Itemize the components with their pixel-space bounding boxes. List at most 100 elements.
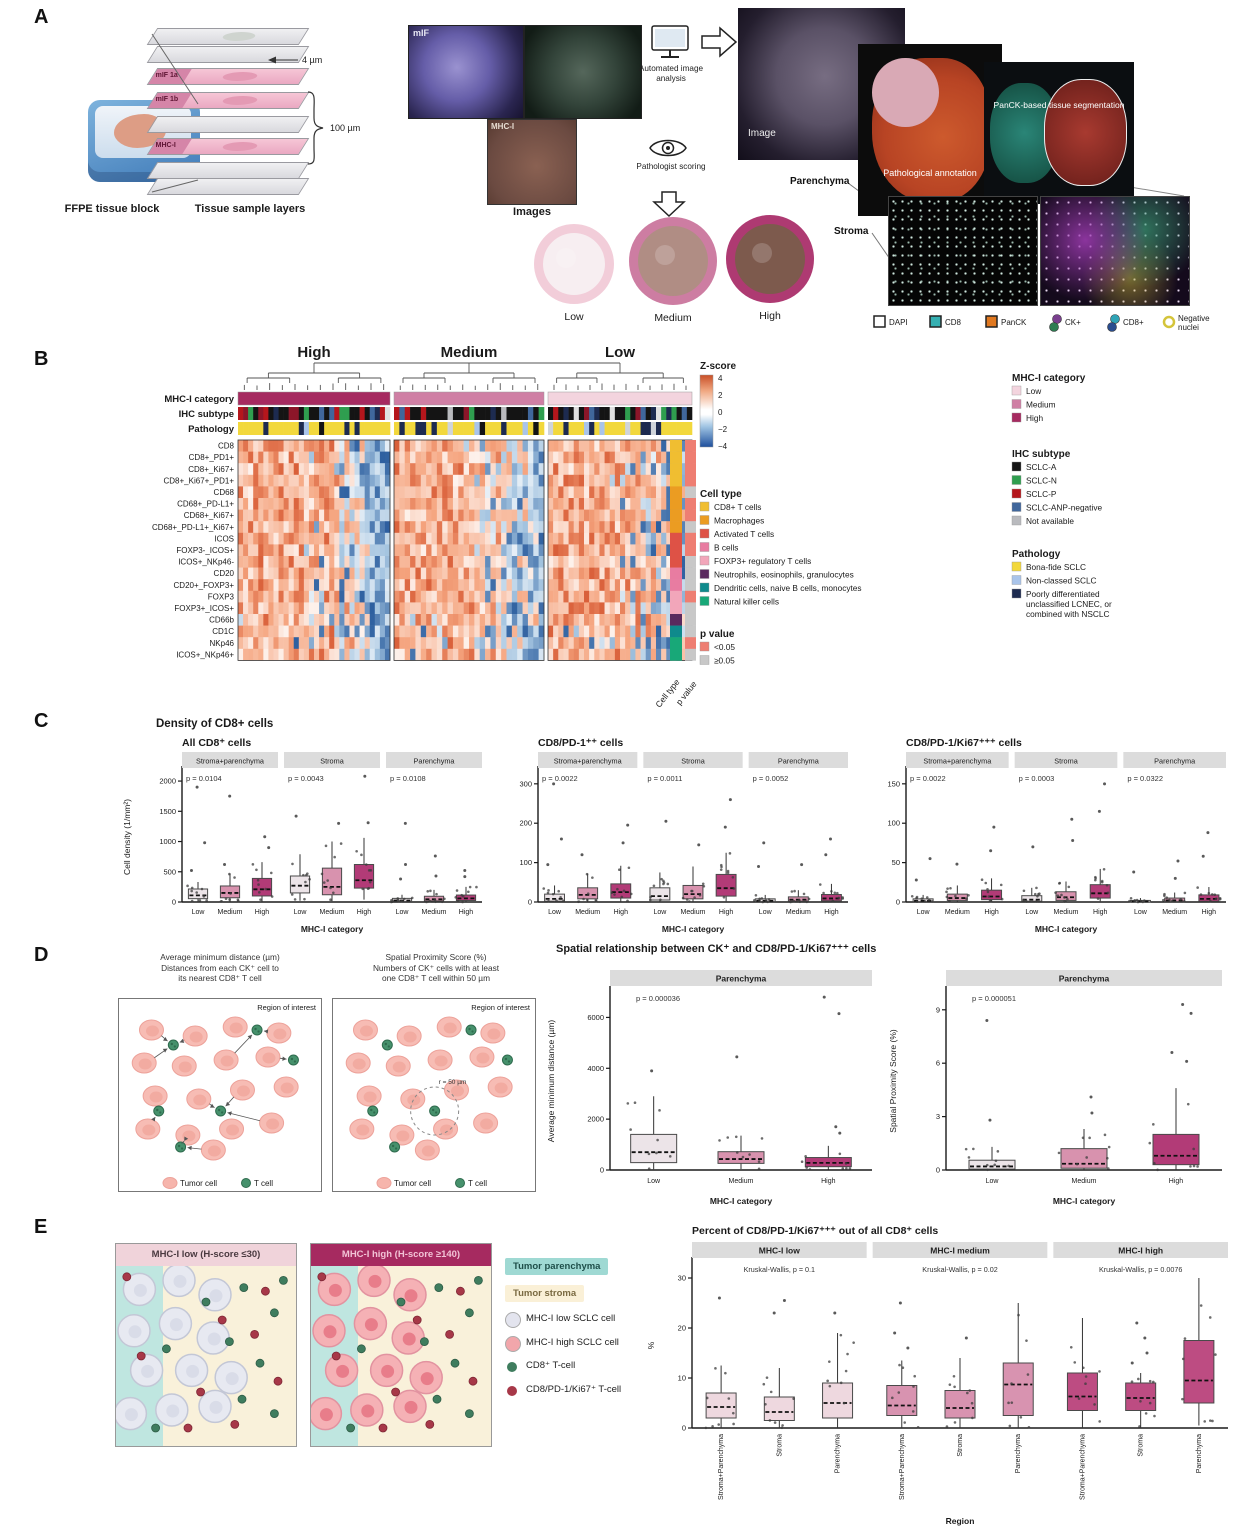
panel-b-svg: High Medium Low MHC-I category IHC subtype Pa…: [152, 344, 1112, 709]
x-tick-label: Parenchyma: [835, 1434, 842, 1473]
legend-item-label: Dendritic cells, naive B cells, monocyte…: [714, 583, 862, 593]
heatmap-row-label: CD8+_Ki67+_PD1+: [164, 476, 235, 485]
outlier-point: [403, 821, 407, 825]
legend-title: Cell type: [700, 489, 742, 500]
outlier-point: [228, 794, 232, 798]
cd8-pd1-ki67-dot: [250, 1330, 260, 1339]
outlier-point: [664, 819, 668, 823]
legend-swatch: [1011, 575, 1022, 585]
heatmap-row-label: CD20+_FOXP3+: [174, 581, 235, 590]
if-legend-label: Negative: [1178, 314, 1210, 323]
facet-header: [906, 752, 1009, 768]
cd8-pd1-ki67-dot: [445, 1330, 455, 1339]
outlier-point: [1143, 1336, 1147, 1340]
legend-swatch: [699, 501, 710, 512]
x-tick-label: Medium: [218, 909, 243, 916]
x-tick-label: Medium: [1072, 1178, 1097, 1185]
cd8-pd1-ki67-dot: [391, 1387, 400, 1397]
outlier-point: [1103, 782, 1107, 786]
sclc-nucleus: [166, 1404, 180, 1418]
diagram-caption: Spatial Proximity Score (%) Numbers of CK…: [312, 952, 560, 984]
facet-header: [182, 752, 278, 768]
tissue-image-label: Image: [748, 128, 776, 139]
score-label: Medium: [654, 312, 692, 324]
zscore-tick: 0: [718, 408, 723, 417]
t-cell: [367, 1105, 379, 1117]
box: [251, 877, 273, 897]
outlier-point: [1201, 854, 1205, 858]
cluster-group-label: High: [297, 344, 330, 361]
images-caption: Images: [513, 206, 551, 218]
y-tick-label: 0: [528, 898, 532, 907]
legend-cell-icon: [1107, 322, 1117, 332]
caption-line: one CD8⁺ T cell within 50 µm: [381, 973, 490, 983]
x-tick-label: Low: [986, 1178, 1000, 1185]
y-tick-label: 0: [936, 1166, 940, 1175]
legend-item-label: SCLC-P: [1026, 489, 1057, 499]
sclc-nucleus: [173, 1274, 187, 1288]
p-value: Kruskal-Wallis, p = 0.1: [744, 1265, 815, 1274]
inset-original: [888, 196, 1038, 306]
facet-label: Parenchyma: [778, 757, 820, 766]
heatmap-row-label: CD68+_PD-L1+_Ki67+: [152, 523, 234, 532]
legend-item-label: Tumor cell: [180, 1179, 217, 1188]
caption-line: Distances from each CK⁺ cell to: [161, 962, 279, 973]
box: [981, 889, 1003, 901]
outlier-point: [1090, 1111, 1094, 1115]
legend-swatch: [1011, 385, 1022, 396]
sclc-nucleus: [368, 1274, 382, 1288]
x-tick-label: Stroma: [1138, 1434, 1145, 1457]
legend-item-label: Poorly differentiated: [1026, 589, 1100, 599]
x-axis-label: MHC-I category: [710, 1196, 773, 1206]
cd8-pd1-ki67-dot: [331, 1351, 341, 1361]
box: [1125, 1382, 1157, 1411]
y-tick-label: 300: [519, 779, 532, 788]
box: [353, 864, 375, 889]
distance-arrow: [181, 1140, 185, 1144]
y-tick-label: 50: [892, 858, 900, 867]
sclc-nucleus: [364, 1318, 378, 1332]
legend-item-label: T cell: [254, 1179, 273, 1188]
zscore-tick: 4: [718, 374, 723, 383]
legend-swatch: [699, 655, 710, 665]
distance-arrow: [227, 1112, 261, 1122]
legend-item-label: CD8⁺ T-cell: [526, 1360, 576, 1371]
legend-swatch: [1011, 399, 1022, 409]
outlier-point: [1170, 1051, 1174, 1055]
celltype-pvalue-strips: [670, 440, 696, 661]
outlier-point: [717, 1296, 721, 1300]
p-value: p = 0.0022: [542, 774, 578, 783]
x-tick-label: Stroma+Parenchyma: [1079, 1434, 1086, 1500]
legend-swatch: [1011, 588, 1022, 599]
legend-item-label: High: [1026, 413, 1043, 423]
distance-diagram: Region of interest Tumor cell T cell: [118, 998, 322, 1192]
cd8-tcell-dot: [346, 1423, 355, 1433]
y-tick-label: 4000: [587, 1064, 604, 1073]
t-cell: [167, 1039, 179, 1051]
mhc-ihc-label: MHC-I: [491, 122, 515, 131]
x-tick-label: High: [821, 1178, 836, 1185]
sclc-nucleus: [128, 1325, 142, 1339]
facet-label: MHC-I low: [759, 1246, 800, 1256]
cd8-tcell-dot: [237, 1394, 247, 1404]
heatmap-block-Medium: [393, 439, 545, 661]
outlier-point: [697, 843, 701, 847]
box: [544, 893, 565, 902]
outlier-point: [914, 878, 918, 882]
panel-c-letter: C: [34, 710, 49, 732]
y-tick-label: 0: [682, 1424, 686, 1433]
mhc-illustration-low: MHC-I low (H-score ≤30): [115, 1243, 297, 1447]
outlier-point: [559, 837, 563, 841]
facet-header: [386, 752, 482, 768]
cd8-tcell-dot: [225, 1337, 234, 1346]
cd8-tcell-dot: [269, 1308, 279, 1318]
cd8-pd1-ki67-dot: [136, 1351, 146, 1361]
illustration-title: MHC-I high (H-score ≥140): [311, 1244, 491, 1266]
x-tick-label: High: [1202, 909, 1217, 916]
outlier-point: [463, 875, 467, 879]
x-tick-label: High: [824, 909, 839, 916]
box: [763, 1396, 795, 1421]
facet-label: Parenchyma: [1059, 974, 1110, 984]
facet-header: [284, 752, 380, 768]
